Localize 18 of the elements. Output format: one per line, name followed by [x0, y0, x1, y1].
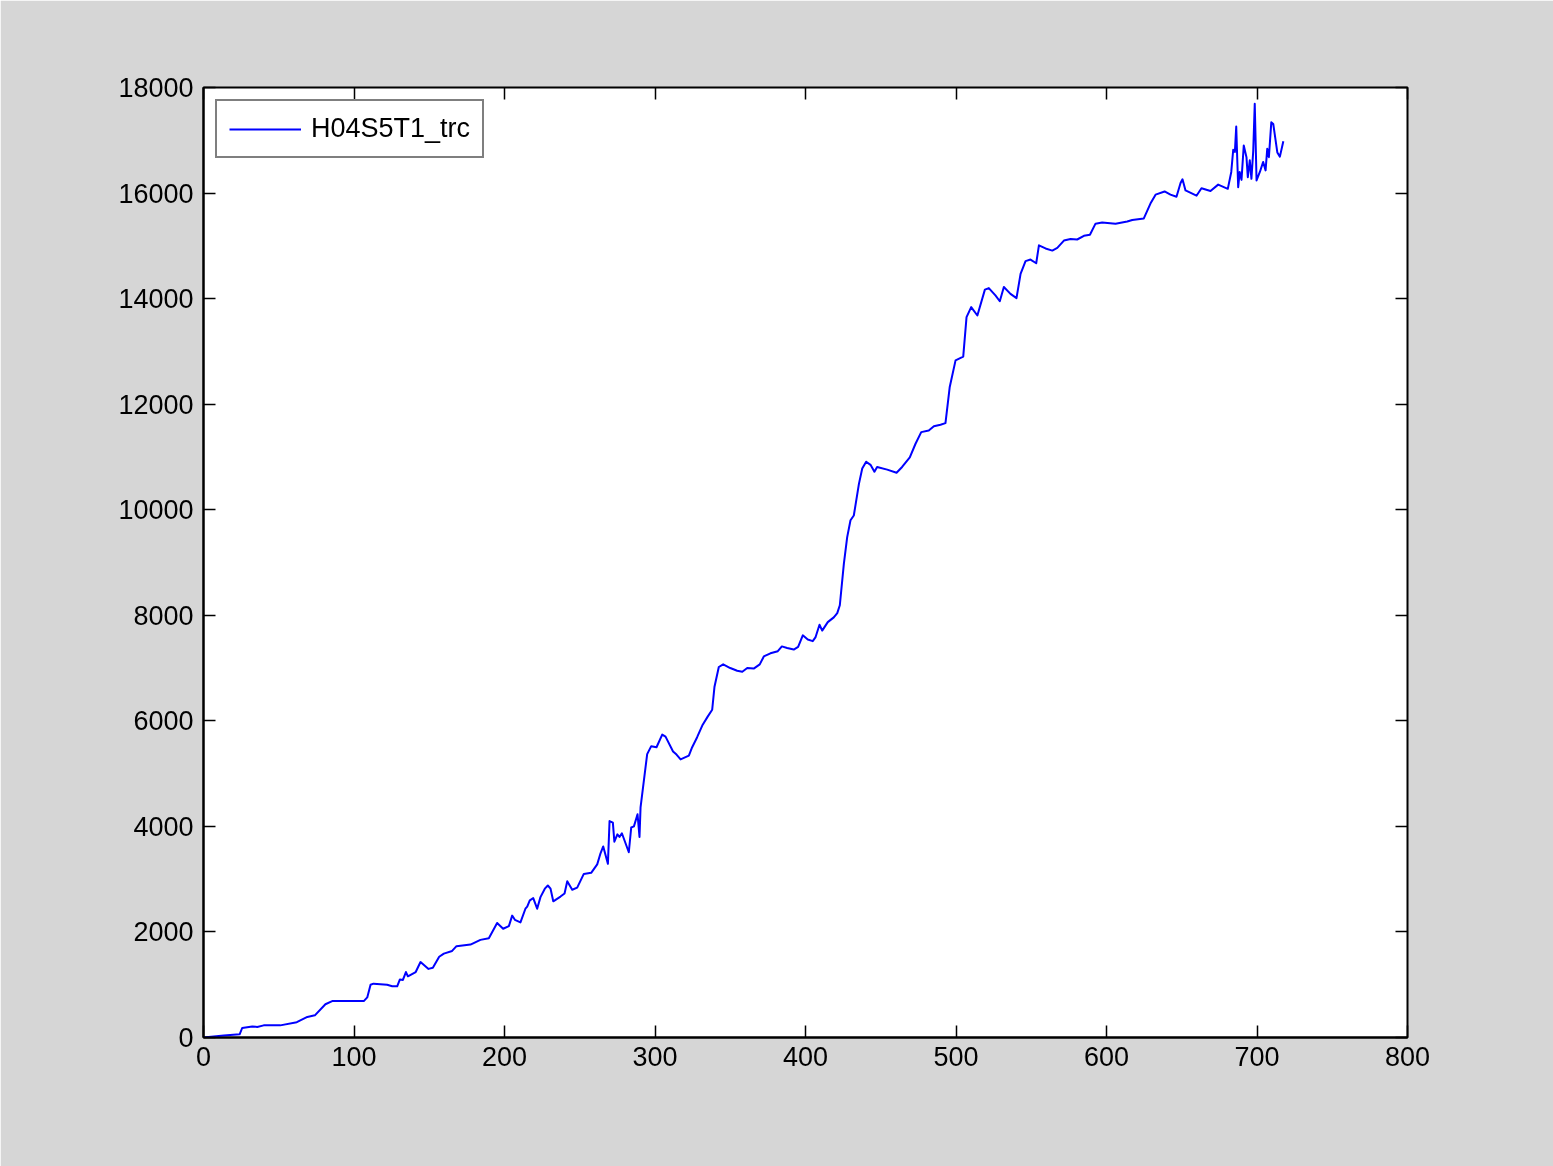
y-tick-label: 10000 — [118, 495, 194, 526]
x-tick-label: 100 — [331, 1041, 377, 1072]
x-tick-label: 200 — [481, 1041, 528, 1072]
x-tick-label: 700 — [1234, 1041, 1280, 1072]
y-tick-label: 6000 — [133, 706, 194, 737]
x-tick-label: 300 — [632, 1041, 678, 1072]
y-tick-label: 16000 — [118, 178, 194, 209]
y-tick-label: 8000 — [133, 600, 194, 631]
x-tick-label: 400 — [782, 1041, 829, 1072]
y-tick-label: 18000 — [118, 73, 194, 103]
y-tick-label: 4000 — [133, 811, 194, 842]
y-tick-label: 14000 — [118, 284, 194, 315]
x-tick-label: 500 — [933, 1041, 979, 1072]
x-tick-label: 600 — [1083, 1041, 1130, 1072]
legend-label: H04S5T1_trc — [311, 113, 471, 144]
x-tick-label: 800 — [1384, 1041, 1431, 1072]
y-tick-label: 12000 — [118, 389, 194, 420]
y-tick-label: 2000 — [133, 917, 194, 948]
